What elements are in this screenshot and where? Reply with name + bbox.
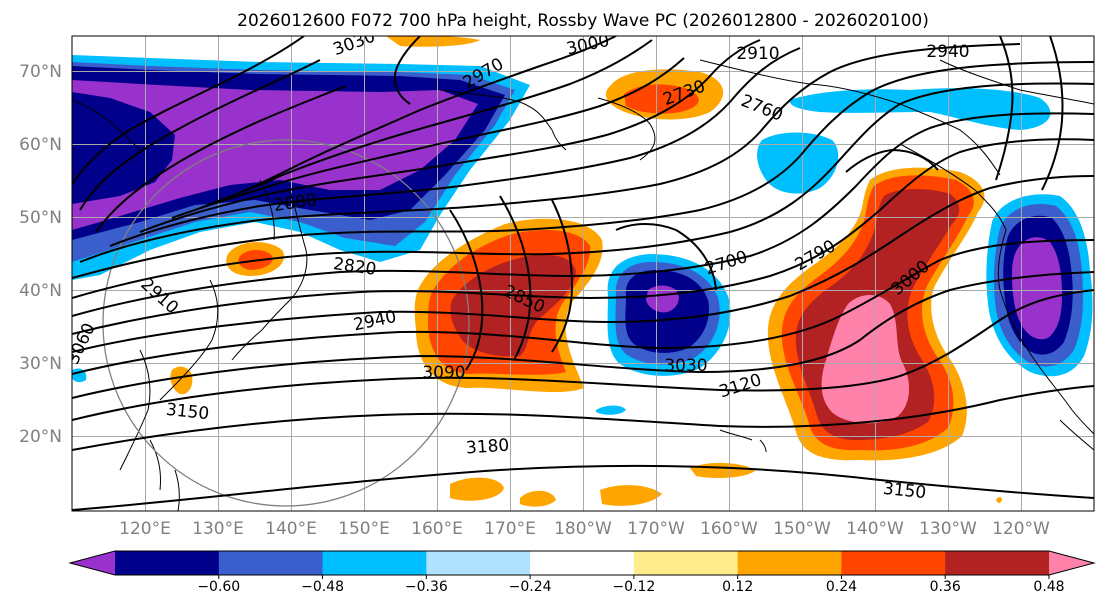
colorbar-extend-low	[70, 551, 115, 575]
colorbar: −0.60 −0.48 −0.36 −0.24 −0.12 0.12 0.24 0.36 0.4…	[68, 550, 1096, 595]
lon-tick-label: 120°E	[119, 519, 171, 539]
lon-tick-label: 170°E	[484, 519, 536, 539]
colorbar-segment	[426, 551, 531, 575]
colorbar-segment	[530, 551, 635, 575]
colorbar-tick-label: 0.12	[722, 579, 753, 595]
coastlines	[72, 59, 1094, 511]
lat-tick-label: 70°N	[19, 62, 62, 82]
colorbar-segment	[218, 551, 324, 575]
longitude-labels: 120°E 130°E 140°E 150°E 160°E 170°E 180°…	[119, 519, 1050, 539]
colorbar-tick-label: −0.48	[301, 579, 344, 595]
lon-tick-label: 120°W	[992, 519, 1050, 539]
lat-tick-label: 40°N	[19, 281, 62, 301]
colorbar-tick-label: −0.24	[509, 579, 552, 595]
contour-label: 2910	[736, 44, 779, 64]
colorbar-tick-label: −0.12	[612, 579, 655, 595]
colorbar-extend-high	[1049, 551, 1094, 575]
contour-label: 3180	[465, 436, 510, 459]
colorbar-segment	[841, 551, 946, 575]
map-panel: 3030 3000 2910 2940 2970 2730 2760 2880 …	[71, 35, 1095, 512]
negative-anomaly-core-west	[72, 80, 478, 230]
colorbar-segment	[945, 551, 1050, 575]
colorbar-segment	[115, 551, 220, 575]
latitude-labels: 70°N 60°N 50°N 40°N 30°N 20°N	[19, 62, 62, 447]
contour-label: 2940	[926, 42, 969, 62]
lon-tick-label: 180°W	[554, 519, 612, 539]
lon-tick-label: 150°W	[773, 519, 831, 539]
colorbar-outline	[68, 550, 1096, 576]
colorbar-tick-label: 0.24	[826, 579, 857, 595]
anomaly-shading	[72, 36, 1093, 507]
colorbar-tick-label: −0.60	[197, 579, 240, 595]
lon-tick-label: 150°E	[338, 519, 390, 539]
lon-tick-label: 140°W	[846, 519, 904, 539]
positive-anomaly-core-east	[821, 295, 910, 424]
colorbar-tick-label: −0.36	[405, 579, 448, 595]
colorbar-segment	[322, 551, 427, 575]
colorbar-segment	[633, 551, 739, 575]
lat-tick-label: 30°N	[19, 354, 62, 374]
colorbar-tick-label: 0.48	[1033, 579, 1064, 595]
lon-tick-label: 130°E	[192, 519, 244, 539]
contour-label: 3150	[882, 479, 927, 503]
map-title: 2026012600 F072 700 hPa height, Rossby W…	[237, 11, 929, 31]
lat-tick-label: 50°N	[19, 208, 62, 228]
gridlines	[72, 36, 1094, 511]
reference-circle	[102, 139, 470, 507]
colorbar-tick-label: 0.36	[930, 579, 961, 595]
contour-label: 3150	[165, 400, 210, 424]
contour-label: 3090	[422, 363, 465, 383]
lat-tick-label: 60°N	[19, 135, 62, 155]
contour-label: 3030	[664, 356, 707, 376]
colorbar-segment	[737, 551, 842, 575]
height-contours	[72, 36, 1094, 511]
lon-tick-label: 160°W	[700, 519, 758, 539]
lon-tick-label: 140°E	[265, 519, 317, 539]
lon-tick-label: 170°W	[627, 519, 685, 539]
lat-tick-label: 20°N	[19, 427, 62, 447]
map-frame	[71, 35, 1095, 512]
lon-tick-label: 160°E	[411, 519, 463, 539]
lon-tick-label: 130°W	[919, 519, 977, 539]
